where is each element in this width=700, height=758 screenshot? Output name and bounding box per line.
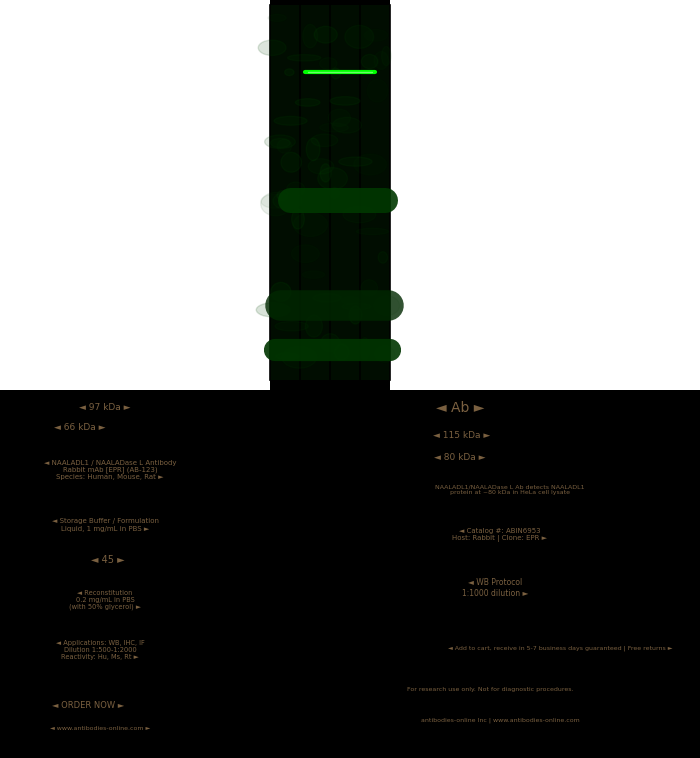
Ellipse shape (282, 347, 316, 368)
Bar (270, 5, 390, 380)
Ellipse shape (328, 109, 351, 127)
Text: ◄ Storage Buffer / Formulation
Liquid, 1 mg/mL in PBS ►: ◄ Storage Buffer / Formulation Liquid, 1… (52, 518, 158, 531)
Ellipse shape (305, 315, 323, 337)
Ellipse shape (288, 55, 321, 61)
Ellipse shape (360, 280, 377, 296)
Ellipse shape (302, 271, 325, 278)
Ellipse shape (308, 158, 334, 174)
Text: ◄ Ab ►: ◄ Ab ► (436, 401, 484, 415)
Ellipse shape (320, 164, 331, 182)
Ellipse shape (374, 52, 388, 70)
Ellipse shape (293, 213, 328, 236)
Ellipse shape (261, 195, 288, 208)
Ellipse shape (349, 306, 362, 324)
Ellipse shape (273, 192, 302, 210)
Ellipse shape (302, 24, 318, 48)
Ellipse shape (306, 138, 320, 161)
Ellipse shape (281, 152, 302, 172)
Ellipse shape (292, 209, 304, 229)
Ellipse shape (274, 116, 307, 125)
Ellipse shape (335, 344, 349, 360)
Text: antibodies-online Inc | www.antibodies-online.com: antibodies-online Inc | www.antibodies-o… (421, 717, 580, 722)
Ellipse shape (260, 193, 291, 216)
Text: ◄ www.antibodies-online.com ►: ◄ www.antibodies-online.com ► (50, 725, 150, 731)
Ellipse shape (295, 99, 320, 106)
Ellipse shape (339, 157, 372, 166)
Ellipse shape (270, 139, 290, 148)
Text: For research use only. Not for diagnostic procedures.: For research use only. Not for diagnosti… (407, 688, 573, 693)
Ellipse shape (342, 303, 371, 309)
Ellipse shape (277, 190, 288, 200)
Ellipse shape (312, 134, 337, 146)
Ellipse shape (313, 293, 341, 302)
Text: ◄ Catalog #: ABIN6953
Host: Rabbit | Clone: EPR ►: ◄ Catalog #: ABIN6953 Host: Rabbit | Clo… (452, 528, 547, 542)
Ellipse shape (331, 68, 340, 79)
Ellipse shape (268, 14, 286, 21)
Ellipse shape (285, 69, 294, 76)
Ellipse shape (271, 283, 291, 302)
Ellipse shape (258, 40, 286, 55)
Ellipse shape (345, 25, 374, 49)
Ellipse shape (382, 46, 391, 66)
Ellipse shape (277, 139, 292, 153)
Ellipse shape (374, 296, 400, 315)
Ellipse shape (330, 187, 340, 199)
Ellipse shape (356, 228, 389, 235)
Ellipse shape (360, 337, 370, 359)
Bar (0, 390, 700, 758)
Text: ◄ 115 kDa ►: ◄ 115 kDa ► (433, 431, 491, 440)
Text: ◄ 45 ►: ◄ 45 ► (91, 555, 125, 565)
Ellipse shape (286, 182, 305, 196)
Text: ◄ 97 kDa ►: ◄ 97 kDa ► (79, 403, 131, 412)
Text: ◄ WB Protocol
1:1000 dilution ►: ◄ WB Protocol 1:1000 dilution ► (462, 578, 528, 598)
Text: ◄ NAALADL1 / NAALADase L Antibody
Rabbit mAb [EPR] (AB-123)
Species: Human, Mous: ◄ NAALADL1 / NAALADase L Antibody Rabbit… (43, 459, 176, 481)
Ellipse shape (319, 58, 337, 70)
Ellipse shape (275, 321, 308, 331)
Ellipse shape (318, 168, 347, 190)
Text: ◄ 66 kDa ►: ◄ 66 kDa ► (55, 424, 106, 433)
Text: ◄ 80 kDa ►: ◄ 80 kDa ► (434, 453, 486, 462)
Ellipse shape (342, 296, 360, 304)
Ellipse shape (343, 206, 376, 223)
Ellipse shape (320, 123, 349, 132)
Ellipse shape (354, 154, 386, 175)
Ellipse shape (330, 96, 360, 105)
Ellipse shape (291, 245, 319, 262)
Ellipse shape (332, 117, 361, 133)
Bar (0, 0, 270, 390)
Ellipse shape (321, 334, 340, 352)
Ellipse shape (265, 135, 295, 149)
Ellipse shape (378, 252, 388, 263)
Text: ◄ Applications: WB, IHC, IF
Dilution 1:500-1:2000
Reactivity: Hu, Ms, Rt ►: ◄ Applications: WB, IHC, IF Dilution 1:5… (55, 640, 144, 660)
Ellipse shape (361, 55, 378, 69)
Ellipse shape (314, 27, 337, 43)
Text: ◄ Reconstitution
0.2 mg/mL in PBS
(with 50% glycerol) ►: ◄ Reconstitution 0.2 mg/mL in PBS (with … (69, 590, 141, 610)
Bar (390, 0, 700, 390)
Ellipse shape (256, 302, 290, 317)
Ellipse shape (276, 353, 299, 360)
Text: NAALADL1/NAALADase L Ab detects NAALADL1
protein at ~80 kDa in HeLa cell lysate: NAALADL1/NAALADase L Ab detects NAALADL1… (435, 484, 584, 496)
Text: ◄ ORDER NOW ►: ◄ ORDER NOW ► (52, 701, 124, 710)
Text: ◄ Add to cart, receive in 5-7 business days guaranteed | Free returns ►: ◄ Add to cart, receive in 5-7 business d… (448, 645, 672, 651)
